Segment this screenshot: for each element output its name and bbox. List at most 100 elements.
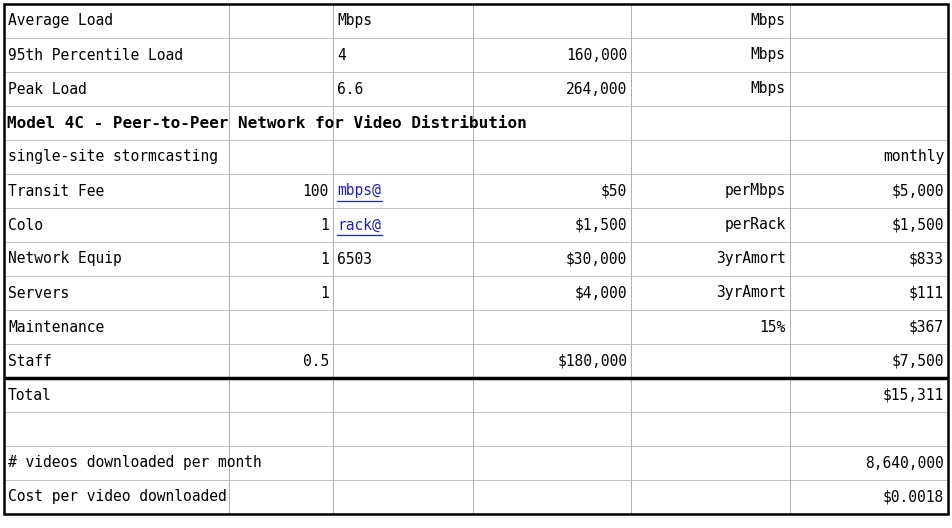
Text: Average Load: Average Load — [8, 14, 113, 29]
Bar — [473, 378, 631, 412]
Bar — [789, 242, 948, 276]
Text: 0.5: 0.5 — [303, 354, 328, 369]
Bar — [473, 310, 631, 344]
Bar — [631, 174, 789, 208]
Text: Peak Load: Peak Load — [8, 81, 87, 97]
Text: $5,000: $5,000 — [891, 184, 944, 199]
Bar — [333, 174, 473, 208]
Bar — [473, 38, 631, 72]
Bar — [229, 344, 333, 378]
Text: Network Equip: Network Equip — [8, 251, 122, 267]
Bar — [631, 242, 789, 276]
Bar — [473, 4, 631, 38]
Text: mbps@: mbps@ — [337, 184, 381, 199]
Bar — [789, 480, 948, 514]
Bar — [789, 106, 948, 140]
Bar — [333, 310, 473, 344]
Text: Transit Fee: Transit Fee — [8, 184, 105, 199]
Bar — [4, 38, 229, 72]
Bar — [4, 242, 229, 276]
Bar — [229, 174, 333, 208]
Text: monthly: monthly — [883, 149, 944, 165]
Bar — [333, 378, 473, 412]
Bar — [229, 344, 333, 378]
Bar — [333, 480, 473, 514]
Bar — [229, 446, 333, 480]
Bar — [229, 480, 333, 514]
Bar — [4, 174, 229, 208]
Bar — [4, 480, 229, 514]
Bar — [229, 72, 333, 106]
Bar — [473, 140, 631, 174]
Bar — [4, 242, 229, 276]
Bar — [789, 38, 948, 72]
Bar — [473, 140, 631, 174]
Bar — [789, 208, 948, 242]
Text: 264,000: 264,000 — [566, 81, 627, 97]
Bar — [789, 140, 948, 174]
Bar — [229, 378, 333, 412]
Text: 3yrAmort: 3yrAmort — [716, 286, 785, 300]
Bar — [631, 276, 789, 310]
Text: $15,311: $15,311 — [883, 388, 944, 402]
Bar — [4, 378, 229, 412]
Bar — [789, 446, 948, 480]
Text: $367: $367 — [909, 319, 944, 335]
Bar — [333, 72, 473, 106]
Bar — [4, 446, 229, 480]
Bar — [4, 276, 229, 310]
Bar — [631, 446, 789, 480]
Bar — [333, 446, 473, 480]
Bar — [789, 344, 948, 378]
Bar — [229, 38, 333, 72]
Text: Staff: Staff — [8, 354, 51, 369]
Bar — [229, 140, 333, 174]
Bar — [333, 446, 473, 480]
Bar — [631, 72, 789, 106]
Bar — [4, 344, 229, 378]
Bar — [4, 140, 229, 174]
Bar — [631, 140, 789, 174]
Text: 8,640,000: 8,640,000 — [865, 456, 944, 470]
Bar — [631, 140, 789, 174]
Text: 15%: 15% — [760, 319, 785, 335]
Bar — [333, 208, 473, 242]
Bar — [4, 106, 229, 140]
Bar — [229, 106, 333, 140]
Bar — [333, 38, 473, 72]
Text: 6503: 6503 — [337, 251, 372, 267]
Bar — [631, 378, 789, 412]
Bar — [789, 4, 948, 38]
Bar — [631, 480, 789, 514]
Bar — [473, 446, 631, 480]
Text: single-site stormcasting: single-site stormcasting — [8, 149, 218, 165]
Bar — [631, 242, 789, 276]
Bar — [789, 174, 948, 208]
Bar — [473, 480, 631, 514]
Bar — [473, 344, 631, 378]
Bar — [333, 242, 473, 276]
Bar — [473, 310, 631, 344]
Text: $50: $50 — [601, 184, 627, 199]
Bar — [473, 208, 631, 242]
Text: 100: 100 — [303, 184, 328, 199]
Text: Total: Total — [8, 388, 51, 402]
Bar — [333, 276, 473, 310]
Bar — [473, 412, 631, 446]
Bar — [4, 106, 229, 140]
Text: $1,500: $1,500 — [575, 218, 627, 232]
Bar — [473, 480, 631, 514]
Bar — [631, 412, 789, 446]
Bar — [789, 208, 948, 242]
Bar — [333, 412, 473, 446]
Bar — [4, 208, 229, 242]
Bar — [789, 310, 948, 344]
Bar — [229, 378, 333, 412]
Text: $4,000: $4,000 — [575, 286, 627, 300]
Bar — [4, 310, 229, 344]
Bar — [229, 276, 333, 310]
Bar — [473, 38, 631, 72]
Text: 1: 1 — [320, 218, 328, 232]
Bar — [333, 140, 473, 174]
Bar — [333, 344, 473, 378]
